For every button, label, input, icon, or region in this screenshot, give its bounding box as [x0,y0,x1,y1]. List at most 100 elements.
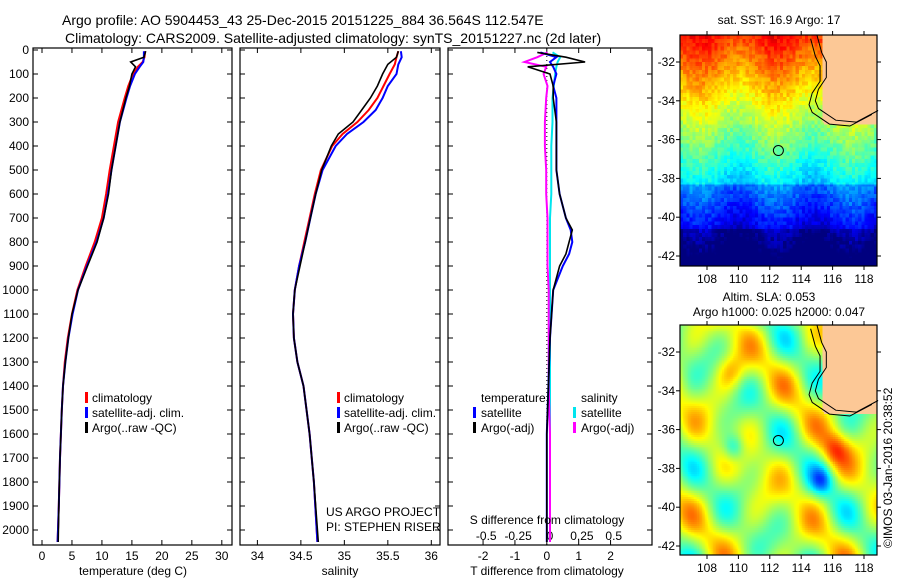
plot-frame [239,47,441,546]
y-tick-label: -42 [658,249,676,263]
plot-frame [447,47,653,546]
title-line2: Climatology: CARS2009. Satellite-adjuste… [65,30,601,46]
legend-label: satellite [581,406,622,420]
legend-swatch-climatology [337,392,340,403]
tdiff-argo-line [527,51,586,542]
x-tick-label: 0 [39,549,46,563]
legend-label: climatology [344,391,404,405]
y-tick-label: -36 [658,133,676,147]
x2-tick-label: -0.5 [476,529,497,543]
salinity-legend: climatology satellite-adj. clim. Argo(..… [337,391,436,435]
y-tick-label: 1500 [2,403,29,417]
copyright: ©IMOS 03-Jan-2016 20:38:52 [881,387,895,548]
legend-label: Argo(..raw -QC) [92,421,177,435]
sst-map-image [680,35,877,266]
legend-swatch-argo [337,422,340,433]
y-tick-label: -40 [658,210,676,224]
y-tick-label: 1400 [2,379,29,393]
x-tick-label: 114 [792,561,811,575]
legend-header: salinity [581,391,618,405]
x-tick-label: 35.5 [376,549,400,563]
temperature-xlabel: temperature (deg C) [79,564,187,578]
x2-tick-label: 0.5 [605,529,622,543]
salinity-xlabel: salinity [322,564,359,578]
x-tick-label: 34 [251,549,265,563]
argo-location-marker [772,145,784,157]
y-tick-label: 2000 [2,523,29,537]
profile-line-climatology [56,51,147,543]
y-tick-label: 1100 [3,307,29,321]
title-line1: Argo profile: AO 5904453_43 25-Dec-2015 … [62,12,544,28]
sst-map-panel: 108 110 112 114 116 118 -32 -34 -36 -38 -40 -42 [658,31,881,286]
sla-map-subtitle: Argo h1000: 0.025 h2000: 0.047 [693,305,865,319]
argo-location-marker [772,435,784,447]
x-tick-label: 108 [697,561,717,575]
sla-map-image [680,325,877,555]
y-tick-label: -42 [658,539,676,553]
temperature-panel: 0 5 10 15 20 25 300100200300400500600700800900… [2,43,233,563]
x-tick-label: 110 [729,561,748,575]
sdiff-xlabel: S difference from climatology [470,513,625,527]
x-tick-label: 118 [854,561,873,575]
profile-line-argo [292,50,400,543]
y-tick-label: 900 [9,259,29,273]
legend-label: satellite [481,406,522,420]
x-tick-label: 0 [543,549,550,563]
profile-line-satellite [56,51,145,543]
y-tick-label: -34 [658,94,676,108]
x-tick-label: 2 [607,549,614,563]
sla-map-title: Altim. SLA: 0.053 [723,290,816,304]
y-tick-label: -38 [658,171,676,185]
credit-pi: PI: STEPHEN RISER [326,520,441,534]
x-tick-label: -2 [478,549,489,563]
legend-label: Argo(..raw -QC) [344,421,429,435]
x-tick-label: 34.5 [289,549,313,563]
tdiff-xlabel: T difference from climatology [470,564,624,578]
y-tick-label: 1000 [2,283,29,297]
legend-label: Argo(-adj) [581,421,634,435]
legend-header: temperature [481,391,546,405]
y-tick-label: 600 [9,187,29,201]
legend-swatch-s-argo [573,422,576,433]
legend-swatch-satellite [337,407,340,418]
y-tick-label: -38 [658,461,676,475]
x2-tick-label: -0.25 [504,529,532,543]
difference-legend: temperature salinity satellite Argo(-adj… [473,391,634,435]
x-tick-label: 36 [425,549,439,563]
x-tick-label: 112 [760,561,779,575]
x-tick-label: -1 [510,549,521,563]
y-tick-label: 400 [9,139,29,153]
credit-project: US ARGO PROJECT [326,505,441,519]
y-tick-label: 200 [9,91,29,105]
legend-swatch-argo [85,422,88,433]
y-tick-label: -32 [658,345,676,359]
x-tick-label: 118 [854,272,873,286]
x-tick-label: 35 [338,549,352,563]
x2-tick-label: 0.25 [570,529,594,543]
y-tick-label: -36 [658,423,676,437]
coastline [814,324,879,413]
legend-swatch-climatology [85,392,88,403]
depth-contour [808,328,873,417]
difference-panel: -2 -1 0 1 2-0.5 -0.25 0 0.25 0.5 [447,47,653,563]
y-tick-label: 300 [9,115,29,129]
legend-label: satellite-adj. clim. [344,406,436,420]
y-tick-label: 1600 [2,427,29,441]
y-tick-label: 800 [9,235,29,249]
sdiff-satellite-line [549,51,562,542]
profile-line-climatology [291,50,400,543]
legend-label: Argo(-adj) [481,421,534,435]
x-tick-label: 116 [823,272,842,286]
x-tick-label: 116 [823,561,842,575]
map-frame [679,324,878,556]
y-tick-label: 500 [9,163,29,177]
sla-map-panel: 108 110 112 114 116 118 -32 -34 -36 -38 -40 -42 [658,321,881,575]
profile-line-argo [57,50,147,543]
y-tick-label: 1300 [2,355,29,369]
sst-map-title: sat. SST: 16.9 Argo: 17 [718,13,841,27]
y-tick-label: 100 [9,67,29,81]
x-tick-label: 15 [125,549,139,563]
y-tick-label: -40 [658,500,676,514]
depth-contour [808,38,873,127]
